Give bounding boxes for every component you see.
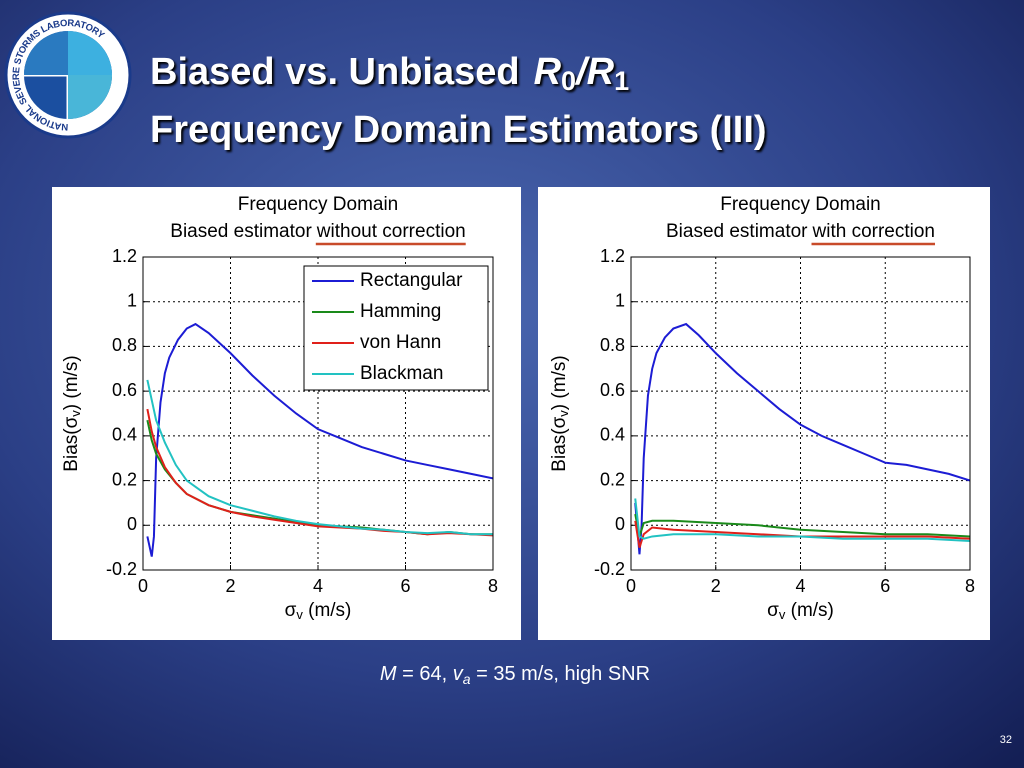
x-tick-label: 8 [965,576,975,596]
y-tick-label: -0.2 [594,559,625,579]
y-tick-label: 1.2 [600,246,625,266]
x-label-main: σ [285,600,297,621]
slide-title: Biased vs. Unbiased R0/R1 [150,51,629,96]
y-tick-label: -0.2 [106,559,137,579]
chart-panel [52,187,521,640]
legend-label: Hamming [360,301,441,322]
y-tick-label: 1 [615,290,625,310]
y-label-rest: ) (m/s) [549,355,570,410]
y-tick-label: 0.6 [600,380,625,400]
plot-frame [142,256,494,571]
y-tick-label: 0.6 [112,380,137,400]
y-tick-label: 0 [615,514,625,534]
x-label-rest: (m/s) [785,600,834,621]
x-axis-label: σv (m/s) [285,600,352,622]
y-tick-label: 0 [127,514,137,534]
x-axis-label: σv (m/s) [767,600,834,622]
title-sub: 1 [614,66,629,96]
x-tick-label: 0 [626,576,636,596]
line-series [634,322,970,555]
legend-label: Blackman [360,363,443,384]
caption: M = 64, va = 35 m/s, high SNR [380,663,650,686]
x-label-sub: v [296,607,303,622]
title-text: Biased vs. Unbiased [150,51,520,93]
x-tick-label: 0 [138,576,148,596]
x-tick-label: 4 [795,576,805,596]
line-series [146,322,493,557]
y-label-main: Bias(σ [549,416,570,471]
x-tick-label: 6 [400,576,410,596]
subtitle-text: Biased estimator [170,221,312,242]
subtitle-emphasis: without correction [316,221,466,242]
title-r: R [534,51,562,93]
chart-panel [538,187,990,640]
y-tick-label: 1 [127,290,137,310]
plot-frame [630,256,971,571]
x-tick-label: 8 [488,576,498,596]
x-label-sub: v [779,607,786,622]
legend: Rectangular Hamming von Hann Blackman [303,265,489,391]
x-tick-label: 2 [711,576,721,596]
x-tick-label: 6 [880,576,890,596]
legend-label: von Hann [360,332,441,353]
page-number: 32 [1000,734,1012,746]
x-tick-label: 4 [313,576,323,596]
caption-v: v [453,663,464,685]
line-series [146,379,493,536]
title-slash: / [574,51,590,93]
subtitle-emphasis: with correction [812,221,936,242]
line-series [634,520,970,548]
y-axis-label: Bias(σv) (m/s) [549,355,571,471]
y-label-main: Bias(σ [61,416,82,471]
y-tick-label: 0.2 [112,469,137,489]
caption-rest: = 35 m/s, high SNR [471,663,651,685]
legend-label: Rectangular [360,270,463,291]
y-tick-label: 0.8 [112,335,137,355]
chart-subtitle: Biased estimator without correction [170,221,465,242]
y-tick-label: 0.2 [600,469,625,489]
line-series [634,513,970,538]
y-tick-label: 0.4 [600,425,625,445]
slide-title-line2: Frequency Domain Estimators (III) [150,109,767,151]
y-axis-label: Bias(σv) (m/s) [61,355,83,471]
chart-title: Frequency Domain [720,194,881,215]
line-series [634,498,970,542]
chart-title: Frequency Domain [238,194,399,215]
y-tick-label: 0.4 [112,425,137,445]
chart-subtitle: Biased estimator with correction [666,221,935,242]
caption-v-sub: a [463,671,471,687]
caption-m-value: = 64, [397,663,453,685]
legend-box [303,265,489,391]
y-tick-label: 0.8 [600,335,625,355]
y-tick-label: 1.2 [112,246,137,266]
title-sub: 0 [561,66,576,96]
y-label-sub: v [556,410,571,417]
y-label-rest: ) (m/s) [61,355,82,410]
chart: Frequency Domain Biased estimator with cor… [549,194,975,622]
caption-m: M [380,663,397,685]
x-label-main: σ [767,600,779,621]
chart: Frequency Domain Biased estimator without … [61,194,498,622]
x-tick-label: 2 [225,576,235,596]
y-label-sub: v [68,410,83,417]
logo: NATIONAL SEVERE STORMS LABORATORY [4,11,132,139]
subtitle-text: Biased estimator [666,221,808,242]
title-r: R [587,51,615,93]
x-label-rest: (m/s) [303,600,352,621]
